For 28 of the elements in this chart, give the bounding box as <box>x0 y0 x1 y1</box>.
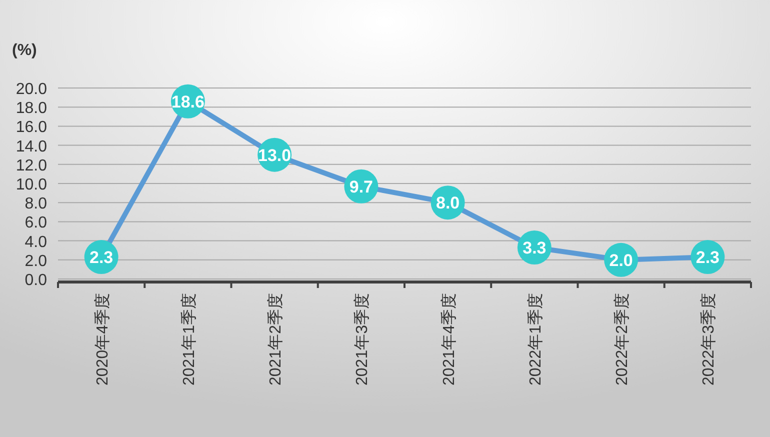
data-label: 2.0 <box>609 250 633 270</box>
y-tick-label: 14.0 <box>16 138 48 156</box>
x-tick-label: 2022年2季度 <box>613 293 632 386</box>
y-tick-label: 2.0 <box>24 252 48 270</box>
data-label: 2.3 <box>89 248 114 268</box>
y-tick-label: 12.0 <box>16 157 48 174</box>
data-label: 8.0 <box>436 194 460 213</box>
y-tick-label: 8.0 <box>24 196 48 213</box>
x-tick-label: 2022年1季度 <box>526 293 544 386</box>
y-tick-label: 20.0 <box>16 81 48 98</box>
y-tick-label: 0.0 <box>24 272 48 289</box>
x-tick-label: 2021年3季度 <box>353 293 372 386</box>
x-tick-label: 2021年1季度 <box>180 293 198 386</box>
data-label: 2.3 <box>696 248 720 268</box>
data-label: 13.0 <box>258 146 292 165</box>
x-tick-label: 2022年3季度 <box>700 293 718 386</box>
y-tick-label: 4.0 <box>24 234 48 251</box>
y-tick-label: 6.0 <box>24 214 48 232</box>
x-tick-label: 2020年4季度 <box>93 293 112 386</box>
x-tick-label: 2021年4季度 <box>440 293 458 386</box>
y-tick-label: 10.0 <box>16 176 48 194</box>
y-axis-title: (%) <box>12 42 37 59</box>
y-tick-label: 16.0 <box>16 119 48 136</box>
y-tick-label: 18.0 <box>16 100 48 118</box>
data-label: 18.6 <box>171 92 204 112</box>
data-label: 9.7 <box>349 177 374 196</box>
x-tick-label: 2021年2季度 <box>266 293 285 386</box>
data-label: 3.3 <box>522 238 546 258</box>
